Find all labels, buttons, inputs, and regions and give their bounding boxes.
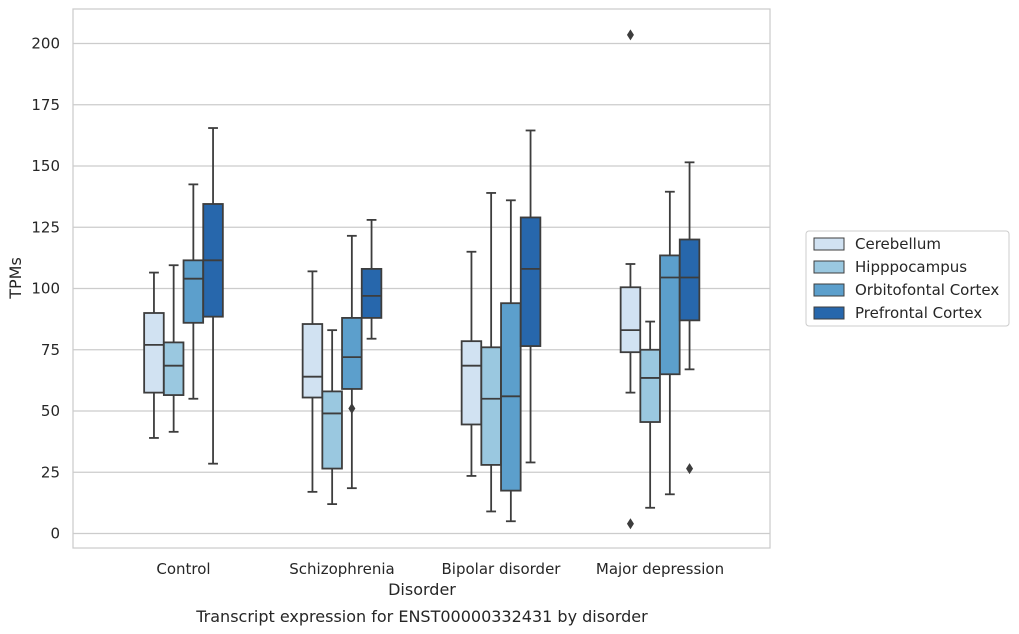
legend-frame [805, 230, 1010, 327]
box [678, 238, 701, 322]
y-tick-label: 150 [31, 157, 60, 175]
box [639, 348, 661, 423]
legend-label: Cerebellum [855, 235, 941, 253]
y-tick-label: 125 [31, 218, 60, 236]
y-tick-label: 50 [41, 402, 60, 420]
x-tick-label: Major depression [596, 560, 724, 578]
legend-swatch [813, 306, 845, 320]
y-axis-label: TPMs [6, 257, 25, 300]
outlier-point [626, 518, 634, 530]
box [143, 312, 165, 394]
box [182, 259, 205, 324]
x-axis-ticks: Control Schizophrenia Bipolar disorder Majo… [156, 560, 724, 578]
legend-swatch [813, 260, 845, 274]
box [162, 341, 185, 396]
box [321, 390, 343, 470]
outlier-point [348, 403, 356, 415]
y-tick-label: 200 [31, 35, 60, 53]
series-hipppocampus [162, 192, 661, 513]
y-tick-label: 100 [31, 280, 60, 298]
y-axis-ticks: 0 25 50 75 100 125 150 175 200 [31, 35, 60, 543]
box [659, 254, 681, 376]
box [519, 216, 542, 347]
y-tick-label: 0 [50, 525, 60, 543]
legend-label: Prefrontal Cortex [855, 304, 982, 322]
x-tick-label: Schizophrenia [289, 560, 394, 578]
legend-label: Hipppocampus [855, 258, 967, 276]
plot-frame [72, 8, 771, 549]
series-cerebellum [143, 29, 642, 530]
y-tick-label: 25 [41, 463, 60, 481]
x-tick-label: Bipolar disorder [442, 560, 562, 578]
outlier-point [626, 29, 634, 41]
legend: Cerebellum Hipppocampus Orbitofontal Corte… [805, 230, 1010, 327]
legend-swatch [813, 283, 845, 297]
legend-swatch [813, 237, 845, 251]
x-tick-label: Control [156, 560, 210, 578]
y-tick-label: 75 [41, 341, 60, 359]
box [460, 340, 483, 426]
chart-caption: Transcript expression for ENST0000033243… [195, 607, 648, 626]
legend-label: Orbitofontal Cortex [855, 281, 999, 299]
x-axis-label: Disorder [388, 580, 456, 599]
box [360, 267, 383, 319]
series-orbitofontal-cortex [182, 183, 681, 523]
box [341, 316, 363, 390]
boxes [143, 29, 701, 530]
y-tick-label: 175 [31, 96, 60, 114]
box [480, 346, 502, 466]
series-prefrontal-cortex [202, 127, 701, 475]
box [301, 323, 324, 399]
outlier-point [686, 463, 694, 475]
box [619, 286, 642, 354]
